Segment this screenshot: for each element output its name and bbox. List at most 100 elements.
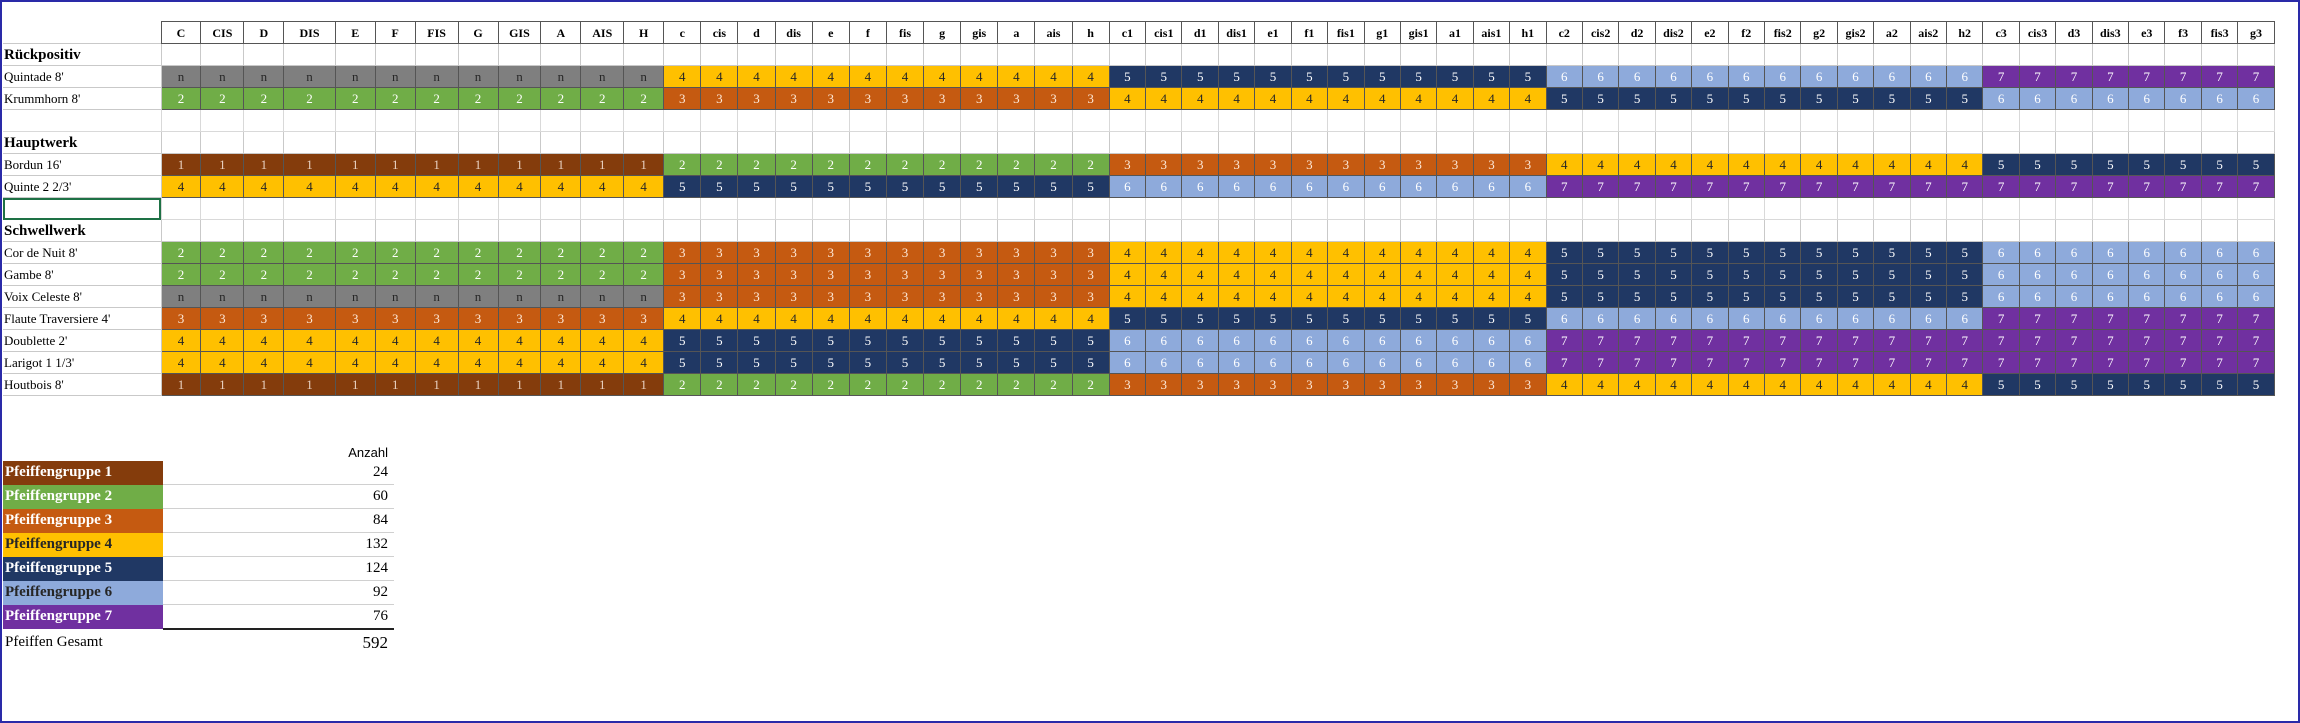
pipe-group-cell[interactable]: 7 <box>1763 175 1802 198</box>
empty-cell[interactable] <box>700 197 739 220</box>
pipe-group-cell[interactable]: 3 <box>1254 373 1292 396</box>
pipe-group-cell[interactable]: 5 <box>1108 307 1147 330</box>
pipe-group-cell[interactable]: 3 <box>663 285 702 308</box>
pipe-group-cell[interactable]: 7 <box>2055 175 2093 198</box>
empty-cell[interactable] <box>334 197 376 220</box>
empty-cell[interactable] <box>1545 109 1583 132</box>
note-header[interactable]: f1 <box>1290 21 1329 44</box>
pipe-group-cell[interactable]: 4 <box>283 351 336 374</box>
pipe-group-cell[interactable]: n <box>200 65 245 88</box>
empty-cell[interactable] <box>960 219 999 242</box>
pipe-group-cell[interactable]: n <box>497 65 542 88</box>
pipe-group-cell[interactable]: 3 <box>774 263 813 286</box>
pipe-group-cell[interactable]: 4 <box>540 329 582 352</box>
empty-cell[interactable] <box>414 43 459 66</box>
empty-cell[interactable] <box>1836 131 1875 154</box>
pipe-group-cell[interactable]: 3 <box>737 263 776 286</box>
pipe-group-cell[interactable]: 6 <box>2018 241 2057 264</box>
empty-cell[interactable] <box>1909 219 1948 242</box>
pipe-group-cell[interactable]: 2 <box>997 153 1036 176</box>
empty-cell[interactable] <box>1581 131 1620 154</box>
empty-cell[interactable] <box>848 219 887 242</box>
pipe-group-cell[interactable]: 4 <box>1034 307 1073 330</box>
note-header[interactable]: cis2 <box>1581 21 1620 44</box>
pipe-group-cell[interactable]: n <box>414 65 459 88</box>
pipe-group-cell[interactable]: 7 <box>1836 351 1875 374</box>
empty-cell[interactable] <box>1545 197 1583 220</box>
pipe-group-cell[interactable]: 5 <box>1472 65 1511 88</box>
empty-cell[interactable] <box>623 109 665 132</box>
empty-cell[interactable] <box>1217 197 1256 220</box>
pipe-group-cell[interactable]: 3 <box>848 241 887 264</box>
stop-name[interactable]: Doublette 2' <box>3 329 162 352</box>
pipe-group-cell[interactable]: 3 <box>1327 373 1365 396</box>
pipe-group-cell[interactable]: 3 <box>243 307 285 330</box>
pipe-group-cell[interactable]: 2 <box>374 241 416 264</box>
note-header[interactable]: CIS <box>200 21 245 44</box>
empty-cell[interactable] <box>540 131 582 154</box>
empty-cell[interactable] <box>1691 43 1729 66</box>
empty-cell[interactable] <box>1581 197 1620 220</box>
pipe-group-cell[interactable]: 5 <box>2164 153 2202 176</box>
pipe-group-cell[interactable]: 5 <box>1327 65 1365 88</box>
pipe-group-count[interactable]: 124 <box>163 556 394 581</box>
empty-cell[interactable] <box>1399 43 1438 66</box>
empty-cell[interactable] <box>1654 197 1693 220</box>
pipe-group-cell[interactable]: 7 <box>1654 329 1693 352</box>
pipe-group-cell[interactable]: 5 <box>1836 241 1875 264</box>
pipe-group-cell[interactable]: 2 <box>283 241 336 264</box>
pipe-group-cell[interactable]: 5 <box>1254 307 1292 330</box>
total-value[interactable]: 592 <box>163 628 394 656</box>
empty-cell[interactable] <box>1181 197 1219 220</box>
pipe-group-cell[interactable]: 4 <box>1145 87 1183 110</box>
pipe-group-cell[interactable]: 4 <box>1363 241 1401 264</box>
pipe-group-cell[interactable]: n <box>334 65 376 88</box>
pipe-group-cell[interactable]: 4 <box>997 65 1036 88</box>
pipe-group-cell[interactable]: 5 <box>1654 263 1693 286</box>
pipe-group-cell[interactable]: 4 <box>923 65 962 88</box>
pipe-group-cell[interactable]: 2 <box>623 87 665 110</box>
empty-cell[interactable] <box>374 109 416 132</box>
pipe-group-cell[interactable]: 2 <box>737 153 776 176</box>
pipe-group-cell[interactable]: 5 <box>1399 65 1438 88</box>
pipe-group-cell[interactable]: 2 <box>774 373 813 396</box>
empty-cell[interactable] <box>1071 131 1110 154</box>
empty-cell[interactable] <box>1071 197 1110 220</box>
pipe-group-cell[interactable]: 4 <box>283 329 336 352</box>
pipe-group-cell[interactable]: 5 <box>1145 307 1183 330</box>
empty-cell[interactable] <box>2237 131 2275 154</box>
empty-cell[interactable] <box>457 131 499 154</box>
empty-cell[interactable] <box>1618 131 1656 154</box>
pipe-group-cell[interactable]: 5 <box>2018 373 2057 396</box>
empty-cell[interactable] <box>2055 131 2093 154</box>
empty-cell[interactable] <box>200 109 245 132</box>
note-header[interactable]: e <box>811 21 850 44</box>
pipe-group-cell[interactable]: 6 <box>1472 351 1511 374</box>
pipe-group-cell[interactable]: 2 <box>414 87 459 110</box>
pipe-group-cell[interactable]: 3 <box>885 285 925 308</box>
empty-cell[interactable] <box>1181 131 1219 154</box>
pipe-group-cell[interactable]: 5 <box>700 329 739 352</box>
empty-cell[interactable] <box>1034 131 1073 154</box>
pipe-group-cell[interactable]: 7 <box>1982 351 2020 374</box>
pipe-group-cell[interactable]: 4 <box>1691 153 1729 176</box>
pipe-group-cell[interactable]: 3 <box>1217 373 1256 396</box>
pipe-group-cell[interactable]: 4 <box>243 351 285 374</box>
pipe-group-cell[interactable]: 5 <box>1034 175 1073 198</box>
pipe-group-cell[interactable]: 5 <box>1654 285 1693 308</box>
note-header[interactable]: dis1 <box>1217 21 1256 44</box>
note-header[interactable]: fis3 <box>2200 21 2239 44</box>
empty-cell[interactable] <box>160 109 202 132</box>
pipe-group-cell[interactable]: 5 <box>960 329 999 352</box>
pipe-group-cell[interactable]: 4 <box>1436 241 1474 264</box>
pipe-group-cell[interactable]: 4 <box>1327 241 1365 264</box>
note-header[interactable]: h <box>1071 21 1110 44</box>
note-header[interactable]: f2 <box>1727 21 1765 44</box>
pipe-group-cell[interactable]: 1 <box>200 373 245 396</box>
pipe-group-cell[interactable]: 4 <box>960 65 999 88</box>
pipe-group-cell[interactable]: 4 <box>1545 153 1583 176</box>
pipe-group-cell[interactable]: 3 <box>885 263 925 286</box>
empty-cell[interactable] <box>1763 43 1802 66</box>
pipe-group-cell[interactable]: 4 <box>1290 285 1329 308</box>
pipe-group-cell[interactable]: 7 <box>1727 351 1765 374</box>
